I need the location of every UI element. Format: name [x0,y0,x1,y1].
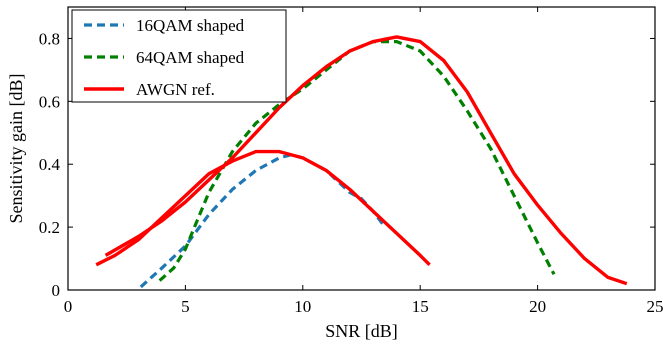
legend-label-64qam: 64QAM shaped [136,48,245,67]
legend: 16QAM shaped 64QAM shaped AWGN ref. [71,9,287,103]
y-axis-label: Sensitivity gain [dB] [6,74,26,224]
y-tick-label: 0.8 [39,29,60,48]
x-tick-label: 25 [647,297,663,316]
plot-curves [95,35,628,289]
y-tick-label: 0.4 [39,155,61,174]
x-tick-label: 5 [181,297,190,316]
x-tick-label: 0 [64,297,73,316]
y-tick-label: 0.2 [39,218,60,237]
x-axis-label: SNR [dB] [325,321,398,341]
series-line-curve-3 [104,35,628,286]
y-axis-ticks: 0 0.2 0.4 0.6 0.8 [39,29,655,300]
plot-frame [67,6,656,291]
x-tick-label: 15 [412,297,429,316]
x-axis-ticks: 0 5 10 15 20 25 [64,7,663,316]
x-tick-label: 20 [529,297,546,316]
series-line-16qam-shaped [139,153,387,289]
x-tick-label: 10 [294,297,311,316]
legend-label-awgn: AWGN ref. [136,80,215,99]
y-tick-label: 0 [52,281,61,300]
legend-box [71,9,287,103]
legend-label-16qam: 16QAM shaped [136,16,245,35]
series-line-awgn-ref [95,149,431,267]
y-tick-label: 0.6 [39,92,60,111]
